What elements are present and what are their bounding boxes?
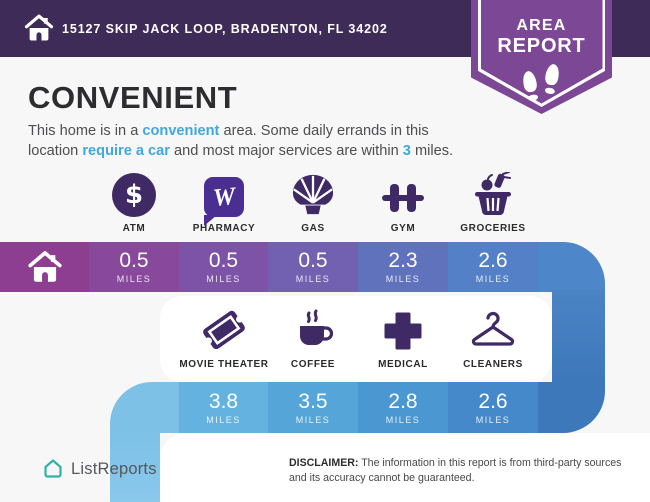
bar-segment (268, 382, 358, 433)
distance-value: 3.8 (208, 389, 239, 413)
distance-value: 0.5 (119, 249, 149, 272)
distance-unit: MILES (385, 274, 421, 284)
distance-value: 2.8 (388, 389, 418, 413)
distance-cell-coffee: 3.5 MILES (268, 382, 358, 433)
distance-value: 2.6 (478, 389, 508, 413)
distance-bar-1: 0.5 MILES 0.5 MILES 0.5 MILES 2.3 MILES … (0, 242, 605, 292)
disclaimer-text: DISCLAIMER: The information in this repo… (289, 456, 637, 487)
grocery-basket-icon (470, 172, 516, 217)
distance-unit: MILES (385, 414, 421, 425)
bar-segment (179, 382, 268, 433)
distance-cell-movie-theater: 3.8 MILES (179, 382, 268, 433)
distance-value: 2.3 (388, 249, 418, 272)
amenity-label: ATM (122, 223, 146, 234)
ticket-icon (200, 307, 248, 353)
coffee-cup-icon (290, 309, 336, 353)
distance-cell-gas: 0.5 MILES (268, 242, 358, 292)
disclaimer-body: The information in this report is from t… (289, 457, 622, 485)
walgreens-w-icon: W (204, 177, 244, 226)
listreports-logo: ListReports (42, 458, 157, 480)
home-icon (24, 13, 54, 43)
bar-corner-segment (110, 382, 179, 433)
bar-segment (358, 382, 448, 433)
home-icon (27, 250, 63, 284)
desc-part2: area. Some daily errands in this (219, 123, 429, 139)
distance-cell-atm: 0.5 MILES (89, 242, 179, 292)
distance-cell-gym: 2.3 MILES (358, 242, 448, 292)
distance-unit: MILES (475, 274, 511, 284)
distance-unit: MILES (295, 274, 331, 284)
amenity-movie-theater: MOVIE THEATER (179, 302, 269, 370)
amenity-label: CLEANERS (463, 359, 523, 370)
distance-value: 0.5 (208, 249, 239, 272)
disclaimer-label: DISCLAIMER: (289, 457, 359, 469)
amenity-label: GYM (390, 223, 416, 234)
amenity-gym: GYM (358, 168, 448, 234)
bar-segment (89, 242, 179, 292)
description-text: This home is in a convenient area. Some … (28, 121, 498, 161)
require-car-highlight: require a car (82, 143, 170, 160)
amenity-label: GAS (301, 223, 325, 234)
listreports-logo-text: ListReports (71, 459, 157, 478)
page-title: CONVENIENT (28, 80, 238, 115)
bar-home-icon-cell (0, 242, 89, 292)
bar-corner-segment (538, 382, 605, 433)
distance-unit: MILES (295, 414, 331, 425)
area-report-badge: AREA REPORT (471, 0, 612, 114)
amenity-label: MEDICAL (378, 359, 428, 370)
distance-unit: MILES (475, 414, 511, 425)
distance-bar-2: 3.8 MILES 3.5 MILES 2.8 MILES 2.6 MILES (110, 382, 605, 433)
amenity-atm: $ ATM (89, 168, 179, 234)
bar-segment (179, 242, 268, 292)
shell-logo-icon (290, 173, 336, 217)
bar-segment (268, 242, 358, 292)
route-connector-right (552, 290, 605, 382)
distance-cell-medical: 2.8 MILES (358, 382, 448, 433)
distance-cell-pharmacy: 0.5 MILES (179, 242, 268, 292)
distance-cell-cleaners: 2.6 MILES (448, 382, 538, 433)
bar-segment (358, 242, 448, 292)
miles-count-highlight: 3 (402, 143, 411, 160)
amenity-coffee: COFFEE (268, 302, 358, 370)
amenity-gas: GAS (268, 168, 358, 234)
desc-part5: miles. (410, 143, 454, 160)
listreports-logo-icon (42, 458, 64, 480)
distance-value: 0.5 (298, 249, 328, 272)
amenity-groceries: GROCERIES (448, 168, 538, 234)
badge-area-text: AREA (516, 17, 567, 34)
route-connector-left (110, 430, 160, 502)
footprints-icon (520, 63, 563, 106)
desc-part1: This home is in a (28, 123, 143, 139)
bar-segment (448, 382, 538, 433)
distance-value: 3.5 (298, 389, 328, 413)
amenity-pharmacy: W PHARMACY (179, 168, 269, 234)
amenity-label: GROCERIES (460, 223, 526, 234)
distance-value: 2.6 (478, 249, 508, 272)
distance-unit: MILES (206, 274, 241, 284)
atm-dollar-icon: $ (112, 173, 156, 217)
medical-cross-icon (381, 309, 425, 353)
amenity-label: MOVIE THEATER (179, 359, 269, 370)
convenient-highlight: convenient (142, 123, 220, 139)
disclaimer-card (160, 433, 650, 502)
bar-segment (448, 242, 538, 292)
distance-cell-groceries: 2.6 MILES (448, 242, 538, 292)
distance-unit: MILES (116, 274, 152, 284)
dumbbell-icon (380, 179, 426, 217)
bar-corner-segment (538, 242, 605, 292)
amenity-cleaners: CLEANERS (448, 302, 538, 370)
amenity-label: PHARMACY (192, 223, 256, 234)
badge-report-text: REPORT (497, 35, 586, 57)
desc-part3: location (28, 143, 83, 160)
hanger-icon (469, 311, 517, 353)
desc-part4: and most major services are within (169, 143, 403, 160)
amenity-medical: MEDICAL (358, 302, 448, 370)
property-address: 15127 SKIP JACK LOOP, BRADENTON, FL 3420… (62, 21, 388, 36)
amenity-label: COFFEE (290, 359, 336, 370)
distance-unit: MILES (206, 414, 241, 425)
